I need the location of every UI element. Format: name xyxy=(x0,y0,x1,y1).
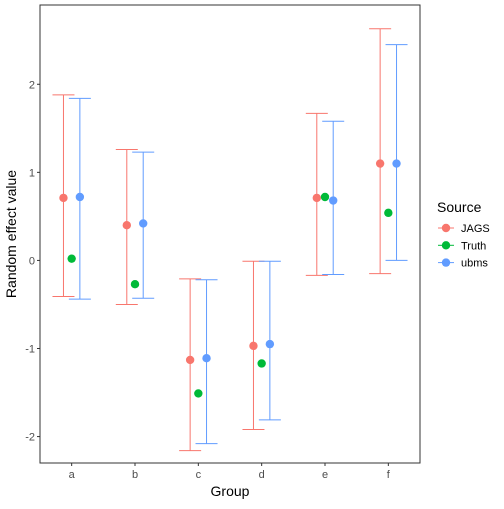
legend-label-ubms: ubms xyxy=(461,258,488,270)
x-tick-label: c xyxy=(196,469,202,481)
plot-panel xyxy=(39,4,421,464)
legend-label-truth: Truth xyxy=(461,240,486,252)
ubms-point xyxy=(265,339,275,349)
legend-key-truth xyxy=(441,241,451,250)
plot-marks xyxy=(52,28,408,452)
jags-point xyxy=(122,220,131,230)
jags-point xyxy=(249,341,258,351)
legend-title: Source xyxy=(437,199,482,215)
truth-point xyxy=(130,280,140,289)
jags-point xyxy=(375,159,385,168)
y-axis: -2 -1 0 1 2 xyxy=(25,79,40,444)
legend: Source JAGS Truth ubms xyxy=(437,199,490,270)
x-axis: a b c d e f xyxy=(69,463,391,481)
ubms-point xyxy=(75,192,85,202)
ubms-point xyxy=(202,353,211,363)
legend-label-jags: JAGS xyxy=(461,223,490,235)
legend-key-jags xyxy=(441,223,451,233)
y-tick-label: 0 xyxy=(29,255,35,267)
y-axis-title: Random effect value xyxy=(3,170,19,298)
x-tick-label: b xyxy=(132,469,138,481)
x-tick-label: e xyxy=(322,469,328,481)
ubms-point xyxy=(392,159,401,168)
jags-point xyxy=(185,355,195,365)
x-tick-label: f xyxy=(387,469,391,481)
x-axis-title: Group xyxy=(211,483,250,499)
y-tick-label: -2 xyxy=(25,432,35,444)
y-tick-label: 2 xyxy=(29,79,35,91)
x-tick-label: a xyxy=(69,469,76,481)
truth-point xyxy=(384,208,393,218)
truth-point xyxy=(257,359,266,368)
jags-point xyxy=(59,193,68,203)
ubms-point xyxy=(329,196,338,205)
y-tick-label: -1 xyxy=(25,344,35,356)
ubms-point xyxy=(139,219,148,228)
jags-point xyxy=(312,193,321,203)
y-tick-label: 1 xyxy=(29,167,35,179)
truth-point xyxy=(67,254,76,263)
x-tick-label: d xyxy=(259,469,265,481)
legend-key-ubms xyxy=(441,258,451,267)
truth-point xyxy=(194,389,203,398)
truth-point xyxy=(320,192,330,202)
